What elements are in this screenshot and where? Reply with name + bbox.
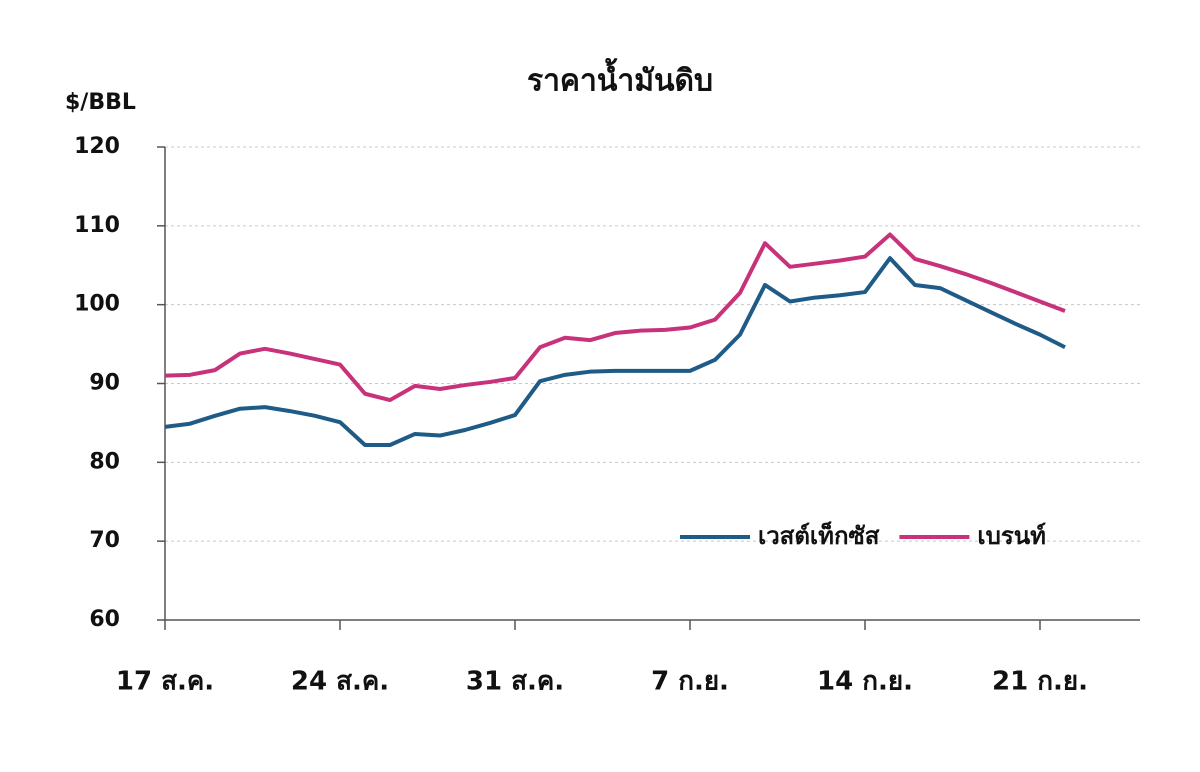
x-tick-label: 31 ส.ค. (466, 667, 564, 697)
y-tick-label: 60 (89, 607, 120, 632)
chart-title: ราคาน้ำมันดิบ (527, 58, 713, 99)
y-tick-label: 70 (89, 528, 120, 553)
y-tick-label: 100 (74, 292, 120, 317)
x-tick-label: 21 ก.ย. (992, 667, 1088, 697)
x-tick-label: 14 ก.ย. (817, 667, 913, 697)
y-tick-label: 110 (74, 213, 120, 238)
series-line (164, 256, 1066, 447)
y-tick-label: 90 (89, 371, 120, 396)
series-line (164, 232, 1066, 403)
y-axis-label: $/BBL (65, 90, 136, 115)
x-tick-label: 7 ก.ย. (651, 667, 729, 697)
legend-label: เบรนท์ (977, 522, 1046, 550)
x-tick-label: 17 ส.ค. (116, 667, 214, 697)
y-tick-label: 120 (74, 134, 120, 159)
y-tick-label: 80 (89, 449, 120, 474)
x-tick-label: 24 ส.ค. (291, 667, 389, 697)
legend-label: เวสต์เท็กซัส (758, 521, 880, 550)
